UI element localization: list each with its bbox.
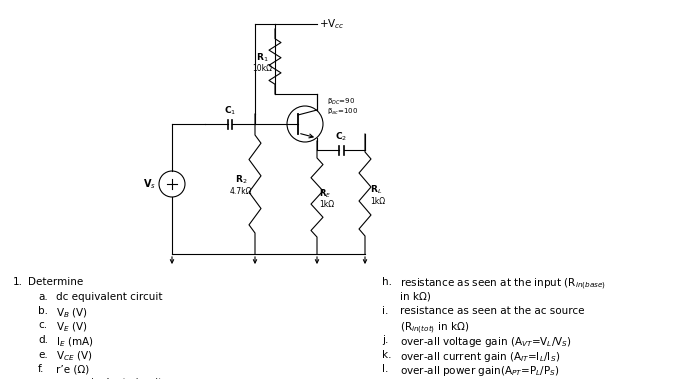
Text: C$_2$: C$_2$ bbox=[335, 130, 347, 143]
Text: R$_L$: R$_L$ bbox=[370, 184, 382, 196]
Text: V$_B$ (V): V$_B$ (V) bbox=[56, 306, 88, 319]
Text: I$_E$ (mA): I$_E$ (mA) bbox=[56, 335, 94, 349]
Text: 1.: 1. bbox=[13, 277, 23, 287]
Text: resistance as seen at the ac source: resistance as seen at the ac source bbox=[400, 306, 584, 316]
Text: 1kΩ: 1kΩ bbox=[319, 200, 334, 209]
Text: R$_E$: R$_E$ bbox=[319, 187, 331, 200]
Text: f.: f. bbox=[38, 364, 44, 374]
Text: i.: i. bbox=[382, 306, 389, 316]
Text: R$_1$: R$_1$ bbox=[256, 51, 268, 64]
Text: (R$_{in(tot)}$ in kΩ): (R$_{in(tot)}$ in kΩ) bbox=[400, 321, 469, 336]
Text: a.: a. bbox=[38, 291, 48, 302]
Text: l.: l. bbox=[382, 364, 389, 374]
Text: 4.7kΩ: 4.7kΩ bbox=[230, 186, 252, 196]
Text: c.: c. bbox=[38, 321, 47, 330]
Text: R$_2$: R$_2$ bbox=[234, 174, 247, 186]
Text: k.: k. bbox=[382, 349, 391, 360]
Text: Determine: Determine bbox=[28, 277, 83, 287]
Text: e.: e. bbox=[38, 349, 48, 360]
Text: C$_1$: C$_1$ bbox=[224, 105, 236, 117]
Text: +V$_{cc}$: +V$_{cc}$ bbox=[319, 17, 345, 31]
Text: 10kΩ: 10kΩ bbox=[252, 64, 272, 73]
Text: d.: d. bbox=[38, 335, 48, 345]
Text: h.: h. bbox=[382, 277, 392, 287]
Text: 1kΩ: 1kΩ bbox=[370, 196, 385, 205]
Text: b.: b. bbox=[38, 306, 48, 316]
Text: over-all current gain (A$_{IT}$=I$_L$/I$_S$): over-all current gain (A$_{IT}$=I$_L$/I$… bbox=[400, 349, 560, 363]
Text: j.: j. bbox=[382, 335, 389, 345]
Text: β$_{DC}$=90: β$_{DC}$=90 bbox=[327, 97, 356, 107]
Text: dc equivalent circuit: dc equivalent circuit bbox=[56, 291, 162, 302]
Text: in kΩ): in kΩ) bbox=[400, 291, 431, 302]
Text: V$_E$ (V): V$_E$ (V) bbox=[56, 321, 88, 334]
Text: over-all power gain(A$_{PT}$=P$_L$/P$_S$): over-all power gain(A$_{PT}$=P$_L$/P$_S$… bbox=[400, 364, 560, 378]
Text: β$_{ac}$=100: β$_{ac}$=100 bbox=[327, 107, 358, 117]
Text: resistance as seen at the input (R$_{in(base)}$: resistance as seen at the input (R$_{in(… bbox=[400, 277, 606, 293]
Text: V$_{CE}$ (V): V$_{CE}$ (V) bbox=[56, 349, 92, 363]
Text: over-all voltage gain (A$_{VT}$=V$_L$/V$_S$): over-all voltage gain (A$_{VT}$=V$_L$/V$… bbox=[400, 335, 572, 349]
Text: r’e (Ω): r’e (Ω) bbox=[56, 364, 90, 374]
Text: V$_s$: V$_s$ bbox=[144, 177, 157, 191]
